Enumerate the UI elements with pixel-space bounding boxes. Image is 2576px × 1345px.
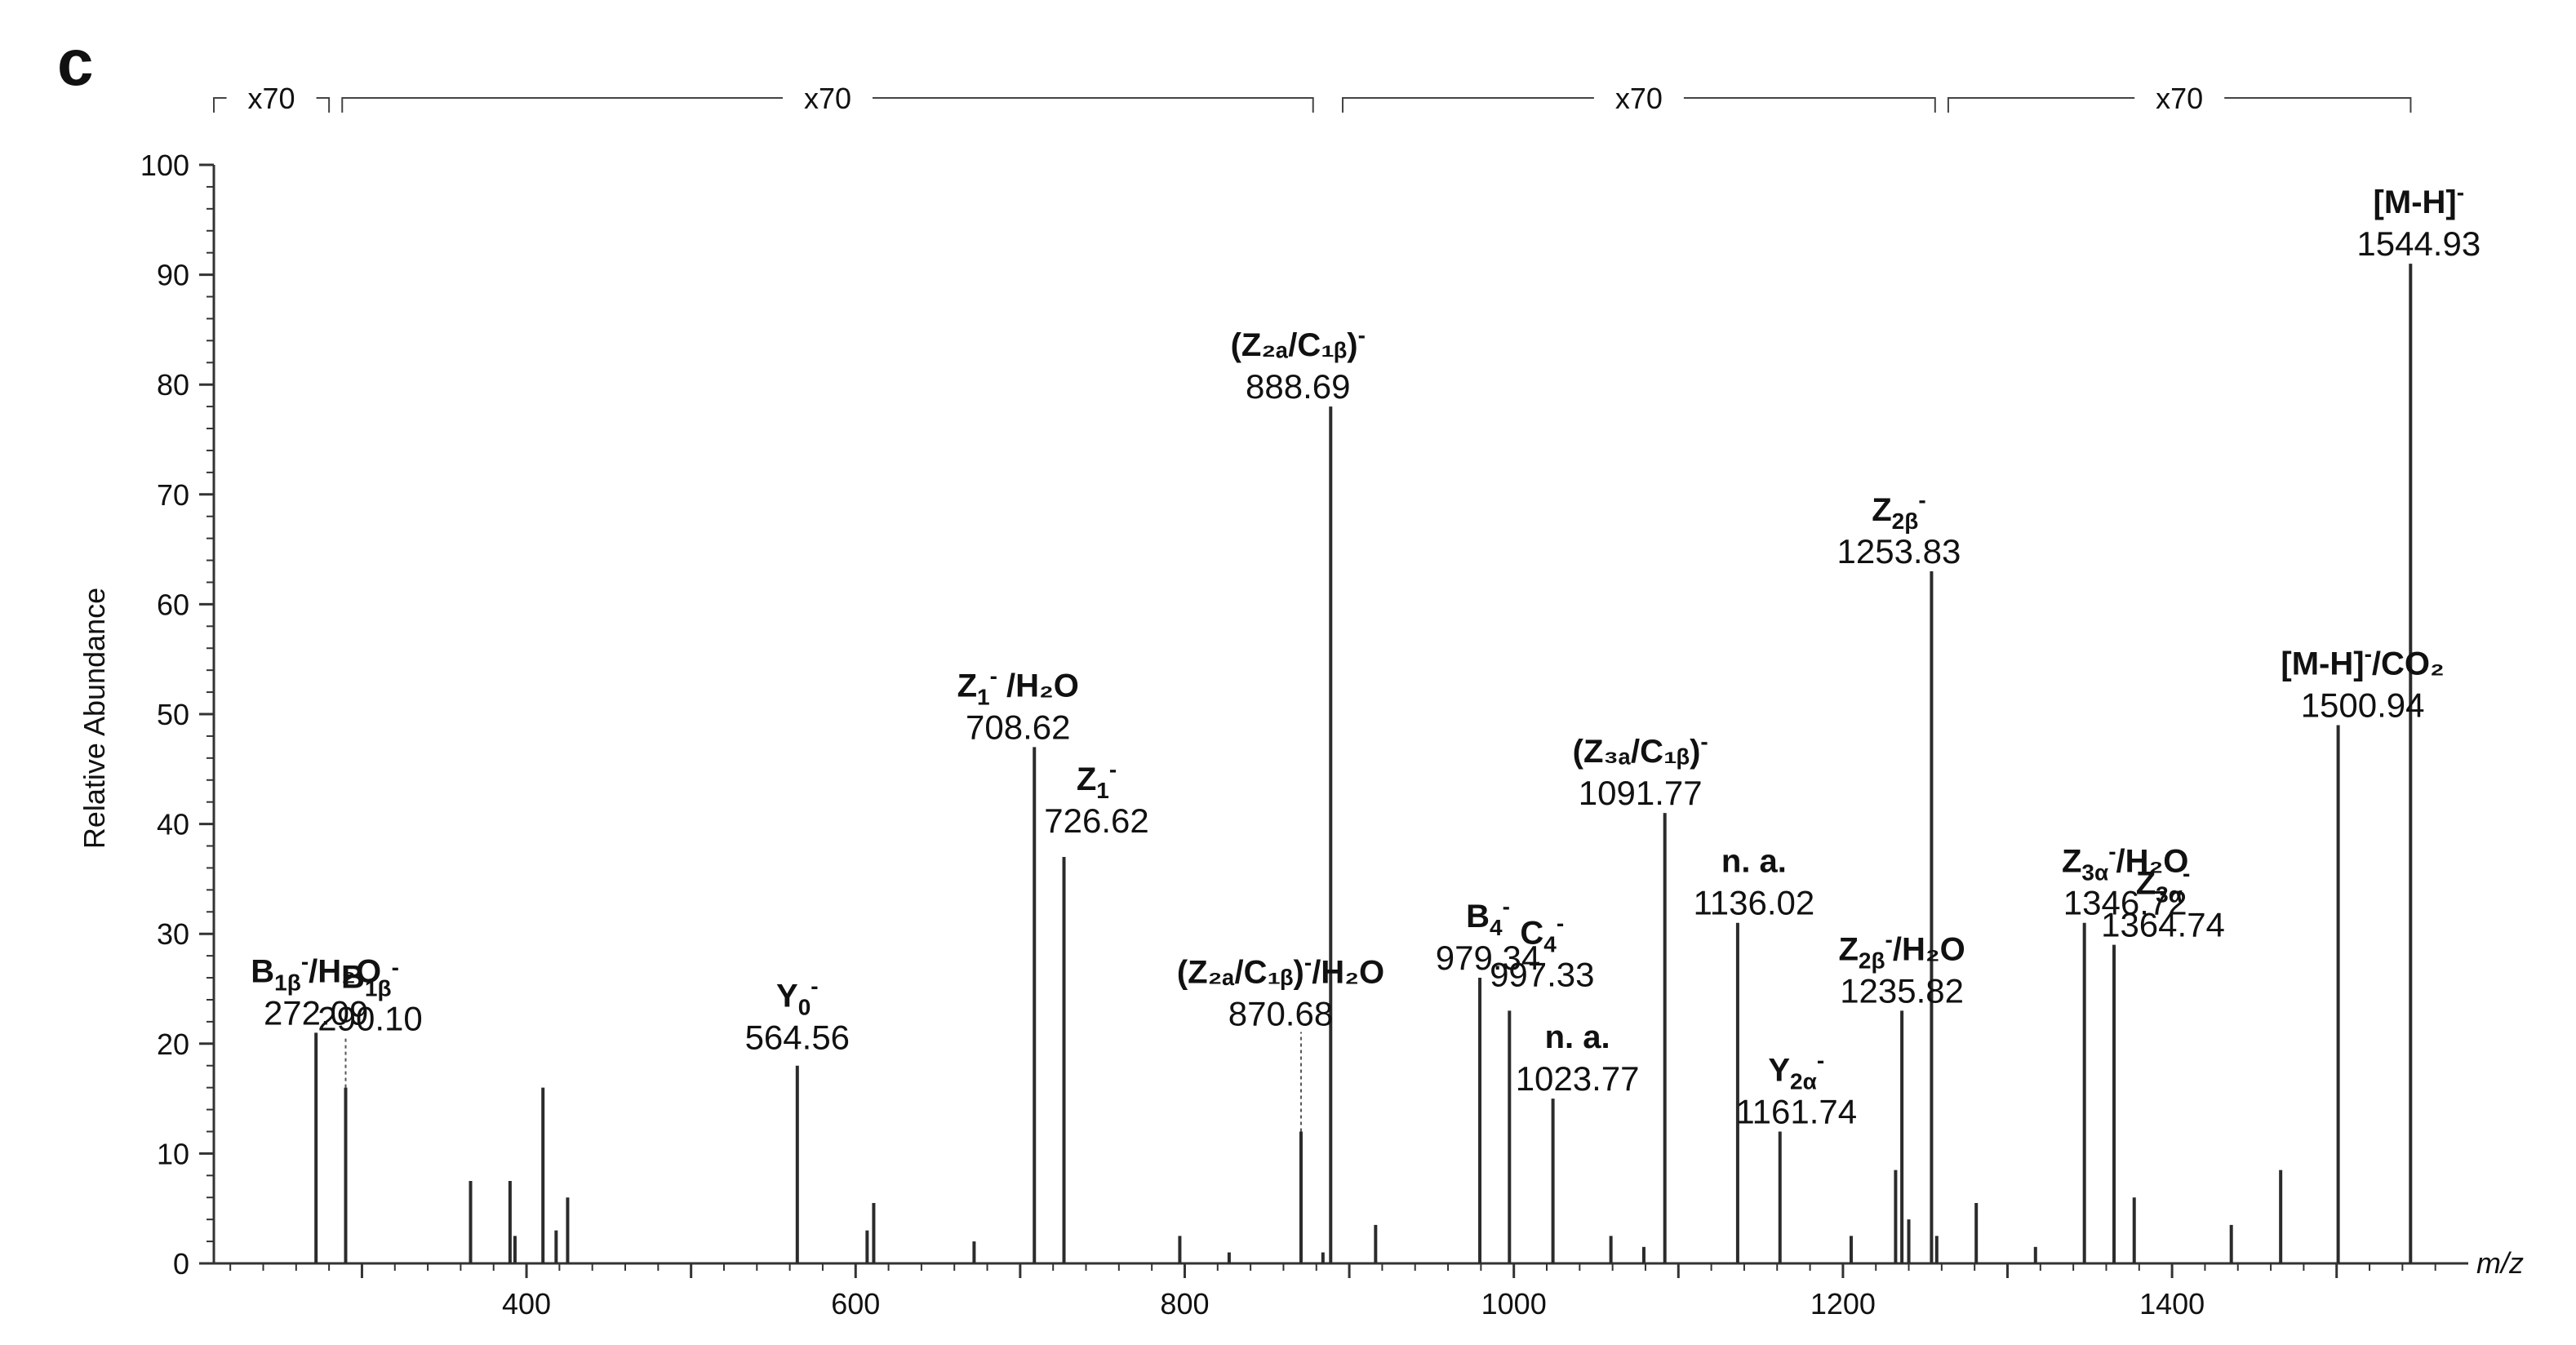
y-tick-label: 80: [157, 368, 189, 402]
peak-label-mz: 1500.94: [2301, 686, 2425, 724]
y-axis-label: Relative Abundance: [78, 588, 111, 849]
peak-label-name: B1β-: [341, 955, 399, 1001]
peak-label-mz: 726.62: [1044, 801, 1148, 840]
magnification-label: x70: [804, 82, 851, 115]
peak-label-name: (Z₃ₐ/C₁ᵦ)-: [1573, 729, 1708, 770]
y-tick-label: 100: [140, 149, 189, 182]
axes: Relative Abundance m/z: [78, 165, 2524, 1280]
peak-label-mz: 1346.72: [2063, 884, 2187, 922]
peak-label-mz: 870.68: [1228, 994, 1333, 1032]
peak-label-name: n. a.: [1545, 1019, 1610, 1055]
peak-label-name: (Z₂ₐ/C₁ᵦ)-: [1231, 322, 1366, 363]
panel-label: c: [57, 26, 94, 99]
peak-label-mz: 1253.83: [1837, 532, 1961, 570]
peak-label-mz: 979.34: [1436, 939, 1540, 977]
magnification-brackets: x70 x70 x70 x70: [213, 82, 2412, 115]
y-tick-label: 40: [157, 808, 189, 841]
magnification-bracket: [1683, 97, 1936, 113]
y-tick-label: 50: [157, 698, 189, 731]
peak-label-mz: 272.09: [264, 993, 368, 1032]
peak-label-name: Z2β-: [1872, 487, 1925, 534]
peak-label-name: Z2β-/H₂O: [1838, 926, 1965, 973]
peak-label-name: Z3α-/H₂O: [2062, 839, 2188, 886]
x-tick-label: 400: [502, 1287, 551, 1321]
y-tick-label: 0: [173, 1247, 189, 1281]
peak-label-mz: 1136.02: [1694, 884, 1815, 922]
peak-label-name: [M-H]-: [2374, 180, 2465, 220]
peak-label-name: Z3α-: [2136, 861, 2191, 908]
peak-label-mz: 290.10: [318, 1000, 422, 1038]
peak-label-mz: 1091.77: [1579, 774, 1703, 812]
peak-label-mz: 1023.77: [1516, 1059, 1640, 1098]
x-tick-label: 1200: [1810, 1287, 1876, 1321]
peak-label-name: B4-: [1466, 894, 1510, 940]
peaks: [314, 264, 2413, 1263]
magnification-label: x70: [1615, 82, 1663, 115]
peak-label-mz: 1235.82: [1840, 971, 1964, 1010]
magnification-bracket: [1947, 97, 2135, 113]
magnification-label: x70: [248, 82, 295, 115]
magnification-bracket: [213, 97, 227, 113]
x-axis-label: m/z: [2476, 1246, 2524, 1280]
y-tick-label: 90: [157, 259, 189, 292]
peak-label-mz: 1364.74: [2101, 906, 2225, 944]
peak-label-name: (Z₂ₐ/C₁ᵦ)-/H₂O: [1177, 949, 1384, 990]
magnification-label: x70: [2156, 82, 2203, 115]
y-tick-label: 20: [157, 1028, 189, 1061]
y-tick-label: 60: [157, 588, 189, 621]
x-tick-label: 600: [831, 1287, 880, 1321]
peak-label-name: Z1-: [1077, 757, 1117, 803]
y-tick-label: 30: [157, 917, 189, 951]
y-tick-label: 70: [157, 478, 189, 512]
y-tick-label: 10: [157, 1137, 189, 1170]
peak-label-name: n. a.: [1721, 844, 1787, 880]
peak-label-name: Y0-: [776, 974, 819, 1020]
peak-label-name: Y2α-: [1768, 1047, 1824, 1094]
peak-label-mz: 888.69: [1246, 367, 1350, 406]
x-tick-label: 800: [1160, 1287, 1209, 1321]
peak-label-name: C4-: [1520, 910, 1564, 957]
axis-ticks: 0 10 20 30 40 50 60 70 80 90 100 400 600 800 1000 1200 1…: [140, 149, 2436, 1321]
x-tick-label: 1400: [2139, 1287, 2205, 1321]
peak-label-mz: 1161.74: [1735, 1092, 1857, 1130]
peak-label-name: Z1- /H₂O: [957, 663, 1079, 709]
peak-label-mz: 708.62: [966, 708, 1070, 746]
x-tick-label: 1000: [1481, 1287, 1547, 1321]
peak-label-mz: 997.33: [1490, 955, 1594, 993]
peak-label-name: B1β-/H₂O: [251, 948, 381, 995]
peak-label-name: [M-H]-/CO₂: [2281, 641, 2444, 681]
magnification-bracket: [872, 97, 1314, 113]
magnification-bracket: [2224, 97, 2412, 113]
magnification-bracket: [1342, 97, 1594, 113]
magnification-bracket: [316, 97, 331, 113]
magnification-bracket: [341, 97, 783, 113]
peak-label-mz: 1544.93: [2356, 224, 2481, 263]
peak-label-mz: 564.56: [745, 1019, 850, 1057]
